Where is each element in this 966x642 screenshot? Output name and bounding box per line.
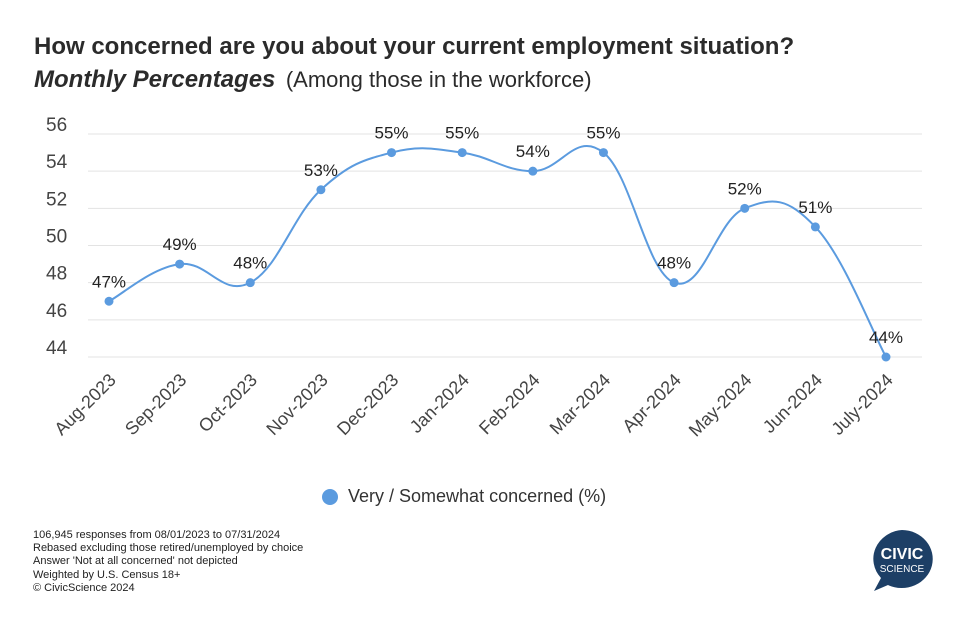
data-point	[387, 148, 397, 158]
x-tick-label: Aug-2023	[50, 370, 119, 439]
source-notes: 106,945 responses from 08/01/2023 to 07/…	[33, 529, 303, 595]
chart-title: How concerned are you about your current…	[34, 33, 795, 60]
y-axis-ticks: 44 46 48 50 52 54 56	[46, 115, 68, 359]
note-responses: 106,945 responses from 08/01/2023 to 07/…	[33, 529, 281, 541]
x-tick-label: July-2024	[827, 370, 896, 439]
data-label: 52%	[728, 179, 762, 198]
data-labels: 47% 49% 48% 53% 55% 55% 54% 55% 48% 52% 51% 44%	[92, 124, 903, 347]
data-points	[104, 148, 891, 362]
data-label: 48%	[657, 254, 691, 273]
data-point	[245, 278, 255, 288]
data-label: 51%	[798, 198, 832, 217]
data-point	[104, 296, 114, 306]
y-tick-label: 56	[46, 115, 67, 136]
data-label: 44%	[869, 328, 903, 347]
note-weighted: Weighted by U.S. Census 18+	[33, 568, 181, 581]
x-tick-label: Oct-2023	[195, 370, 262, 437]
note-copyright: © CivicScience 2024	[33, 581, 135, 594]
data-point	[740, 203, 750, 213]
y-tick-label: 46	[46, 301, 67, 322]
legend-marker-icon	[322, 488, 338, 505]
y-tick-label: 44	[46, 338, 68, 359]
civicscience-logo-icon: CIVIC SCIENCE	[873, 530, 933, 591]
x-tick-label: Dec-2023	[333, 370, 402, 439]
series-line	[108, 145, 887, 358]
logo-text-civic: CIVIC	[881, 546, 924, 563]
subtitle-emphasis: Monthly Percentages	[34, 66, 276, 93]
data-label: 54%	[516, 142, 550, 161]
data-label: 49%	[163, 235, 197, 254]
legend-label: Very / Somewhat concerned (%)	[348, 486, 607, 506]
data-point	[457, 148, 467, 158]
x-tick-label: Apr-2024	[618, 370, 685, 437]
data-label: 48%	[233, 254, 267, 273]
data-label: 55%	[445, 124, 479, 143]
gridlines	[88, 133, 922, 358]
x-tick-label: Feb-2024	[475, 370, 544, 439]
x-tick-label: May-2024	[685, 370, 756, 441]
x-tick-label: Jan-2024	[406, 370, 473, 437]
y-tick-label: 48	[46, 264, 67, 285]
data-label: 47%	[92, 272, 126, 291]
data-point	[316, 185, 326, 195]
x-tick-label: Nov-2023	[262, 370, 331, 439]
data-label: 53%	[304, 161, 338, 180]
note-answer: Answer 'Not at all concerned' not depict…	[33, 555, 238, 568]
note-rebased: Rebased excluding those retired/unemploy…	[33, 542, 304, 555]
subtitle-note: (Among those in the workforce)	[285, 67, 592, 92]
data-label: 55%	[586, 124, 620, 143]
data-point	[810, 222, 820, 232]
x-axis-ticks: Aug-2023 Sep-2023 Oct-2023 Nov-2023 Dec-2023…	[50, 370, 896, 441]
data-point	[669, 278, 679, 288]
data-point	[175, 259, 185, 269]
logo-text-science: SCIENCE	[880, 564, 925, 575]
data-point	[598, 148, 608, 158]
data-point	[881, 352, 891, 362]
y-tick-label: 50	[46, 227, 67, 248]
x-tick-label: Sep-2023	[121, 370, 190, 439]
x-tick-label: Jun-2024	[759, 370, 826, 437]
y-tick-label: 52	[46, 189, 67, 210]
data-point	[528, 166, 538, 176]
data-label: 55%	[375, 124, 409, 143]
legend: Very / Somewhat concerned (%)	[322, 486, 606, 507]
y-tick-label: 54	[46, 152, 68, 173]
x-tick-label: Mar-2024	[546, 370, 615, 439]
chart-subtitle: Monthly Percentages (Among those in the …	[34, 66, 592, 94]
